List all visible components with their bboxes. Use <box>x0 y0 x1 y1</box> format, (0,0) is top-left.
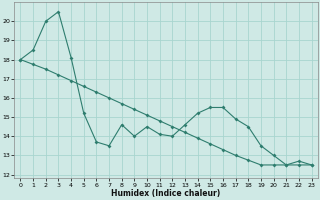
X-axis label: Humidex (Indice chaleur): Humidex (Indice chaleur) <box>111 189 221 198</box>
